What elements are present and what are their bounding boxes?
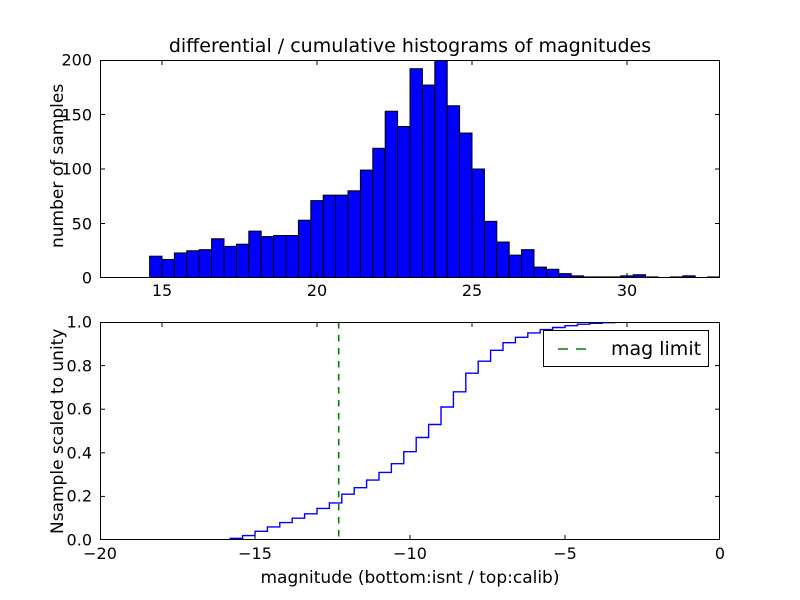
bottom-y-tick-label: 0.4 [66, 443, 92, 463]
bottom-x-tick-label: −10 [393, 544, 427, 563]
bottom-y-tick-label: 1.0 [66, 312, 92, 332]
legend-label: mag limit [611, 337, 702, 360]
bottom-y-tick-label: 0.2 [66, 486, 92, 506]
top-x-tick-label: 15 [151, 281, 173, 300]
bottom-x-tick-label: 0 [714, 544, 726, 563]
top-axes [100, 60, 720, 278]
bottom-y-tick-label: 0.8 [66, 356, 92, 376]
bottom-x-tick-label: −5 [553, 544, 577, 563]
top-y-tick-label: 50 [71, 214, 92, 233]
top-y-tick-label: 0 [81, 268, 92, 288]
bottom-x-tick-label: −20 [83, 544, 117, 563]
top-x-tick-label: 30 [616, 281, 638, 300]
top-y-tick-label: 150 [61, 105, 92, 124]
legend-box: mag limit [543, 330, 709, 367]
legend-dashed-line-key [558, 347, 594, 350]
top-y-tick-label: 100 [61, 159, 92, 179]
histogram-plot [100, 60, 720, 278]
bottom-xlabel: magnitude (bottom:isnt / top:calib) [260, 568, 560, 588]
figure-title: differential / cumulative histograms of … [168, 35, 652, 57]
bottom-y-tick-label: 0.6 [66, 399, 92, 419]
cumulative-plot [100, 322, 720, 540]
bottom-x-tick-label: −15 [238, 544, 272, 563]
top-x-tick-label: 20 [306, 281, 328, 300]
bottom-axes [100, 322, 720, 540]
bottom-y-tick-label: 0.0 [66, 530, 92, 550]
top-x-tick-label: 25 [461, 281, 483, 300]
top-y-tick-label: 200 [61, 50, 92, 70]
